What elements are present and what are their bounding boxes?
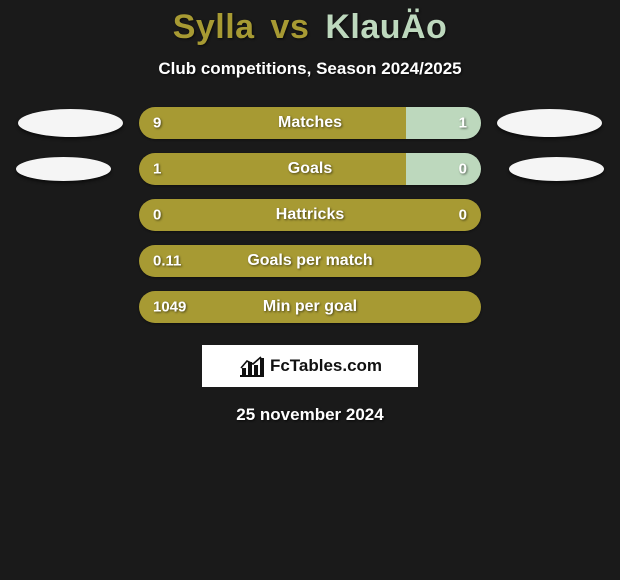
stat-value-right: 0 — [459, 207, 467, 224]
date-text: 25 november 2024 — [236, 405, 383, 425]
stat-label: Hattricks — [276, 206, 344, 224]
stat-value-left: 0 — [153, 207, 161, 224]
stat-value-left: 1 — [153, 161, 161, 178]
stat-label: Goals — [288, 160, 332, 178]
title-player2: KlauÄo — [325, 8, 447, 46]
stat-value-left: 1049 — [153, 299, 186, 316]
stat-row: 1 0 Goals — [0, 153, 620, 185]
team2-ellipse — [497, 109, 602, 137]
stat-value-left: 0.11 — [153, 253, 181, 270]
comparison-infographic: Sylla vs KlauÄo Club competitions, Seaso… — [0, 0, 620, 425]
stat-row: 0.11 Goals per match — [0, 245, 620, 277]
stat-value-right: 1 — [459, 115, 467, 132]
team1-ellipse — [18, 109, 123, 137]
stat-value-left: 9 — [153, 115, 161, 132]
stat-label: Min per goal — [263, 298, 357, 316]
stat-rows: 9 1 Matches 1 0 Goals 0 0 Hattricks 0.11 Goals per… — [0, 107, 620, 323]
title-vs: vs — [271, 8, 310, 46]
bar-chart-icon — [238, 354, 266, 378]
stat-bar: 1 0 Goals — [139, 153, 481, 185]
subtitle: Club competitions, Season 2024/2025 — [158, 59, 461, 79]
stat-label: Goals per match — [247, 252, 372, 270]
stat-row: 9 1 Matches — [0, 107, 620, 139]
title-player1: Sylla — [173, 8, 255, 46]
stat-bar: 0.11 Goals per match — [139, 245, 481, 277]
stat-bar: 1049 Min per goal — [139, 291, 481, 323]
stat-bar: 9 1 Matches — [139, 107, 481, 139]
bar-segment-left — [139, 153, 406, 185]
stat-value-right: 0 — [459, 161, 467, 178]
bar-segment-right — [406, 153, 481, 185]
bar-segment-right — [406, 107, 481, 139]
team1-ellipse — [16, 157, 111, 181]
page-title: Sylla vs KlauÄo — [173, 8, 448, 47]
logo-text: FcTables.com — [270, 356, 382, 376]
stat-row: 0 0 Hattricks — [0, 199, 620, 231]
team2-ellipse — [509, 157, 604, 181]
stat-row: 1049 Min per goal — [0, 291, 620, 323]
bar-segment-left — [139, 107, 406, 139]
stat-bar: 0 0 Hattricks — [139, 199, 481, 231]
stat-label: Matches — [278, 114, 342, 132]
fctables-logo: FcTables.com — [202, 345, 418, 387]
